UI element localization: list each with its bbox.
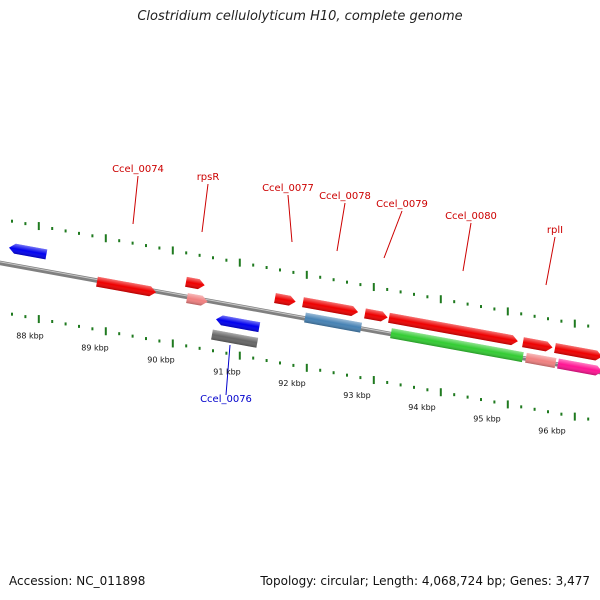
- gene-feature: [186, 293, 208, 306]
- gene-feature: [304, 312, 362, 333]
- label-leader: [462, 222, 472, 272]
- gene-feature: [216, 315, 261, 333]
- scale-label: 89 kbp: [81, 343, 109, 352]
- gene-label: Ccel_0079: [376, 199, 428, 210]
- gene-feature: [274, 293, 296, 306]
- upper-tick-row: [11, 219, 590, 328]
- scale-label: 96 kbp: [538, 426, 566, 435]
- accession-text: Accession: NC_011898: [9, 574, 146, 588]
- gene-feature: [96, 276, 157, 297]
- gene-shade: [302, 297, 359, 317]
- gene-label: rplI: [547, 225, 563, 236]
- scale-label: 94 kbp: [408, 403, 436, 412]
- gene-feature: [557, 358, 600, 376]
- label-leader: [383, 210, 403, 259]
- gene-shade: [554, 343, 600, 361]
- gene-shade: [388, 312, 518, 346]
- gene-shade: [216, 315, 261, 333]
- gene-label: Ccel_0078: [319, 191, 371, 202]
- gene-shade: [390, 328, 524, 363]
- scale-label: 88 kbp: [16, 331, 44, 340]
- gene-shade: [274, 293, 296, 306]
- label-leader: [545, 236, 556, 286]
- gene-feature: [388, 312, 518, 346]
- gene-feature: [522, 337, 553, 352]
- gene-shade: [185, 276, 205, 290]
- gene-shade: [522, 337, 553, 352]
- label-leader: [225, 344, 231, 396]
- label-leader: [132, 175, 139, 225]
- label-leader: [287, 194, 293, 243]
- gene-feature: [211, 329, 259, 348]
- gene-feature: [9, 243, 48, 260]
- gene-shade: [186, 293, 208, 306]
- label-leader: [336, 202, 346, 252]
- gene-label: Ccel_0077: [262, 183, 314, 194]
- scale-label: 92 kbp: [278, 379, 306, 388]
- gene-shade: [304, 312, 362, 333]
- gene-shade: [9, 243, 48, 260]
- label-leader: [201, 183, 209, 233]
- gene-label: rpsR: [197, 172, 220, 183]
- gene-label: Ccel_0076: [200, 394, 252, 405]
- gene-feature: [364, 308, 388, 322]
- scale-labels: 88 kbp 89 kbp 90 kbp 91 kbp 92 kbp 93 kbp 94 k…: [16, 331, 566, 435]
- scale-label: 93 kbp: [343, 391, 371, 400]
- gene-labels: Ccel_0074 rpsR Ccel_0076 Ccel_0077 Ccel_0078…: [112, 164, 563, 405]
- gene-feature: [525, 352, 557, 369]
- gene-feature: [390, 328, 524, 363]
- gene-feature: [554, 343, 600, 361]
- gene-shade: [525, 352, 557, 369]
- gene-feature: [185, 276, 205, 290]
- lower-tick-row: [11, 312, 590, 421]
- gene-feature: [302, 297, 359, 317]
- gene-features: [9, 243, 600, 376]
- gene-shade: [557, 358, 600, 376]
- gene-label-leaders: [132, 175, 556, 396]
- gene-label: Ccel_0080: [445, 211, 497, 222]
- gene-label: Ccel_0074: [112, 164, 164, 175]
- scale-label: 95 kbp: [473, 415, 501, 424]
- gene-shade: [96, 276, 157, 297]
- map-title: Clostridium cellulolyticum H10, complete…: [137, 9, 463, 24]
- scale-label: 91 kbp: [213, 367, 241, 376]
- scale-label: 90 kbp: [147, 355, 175, 364]
- genome-summary-text: Topology: circular; Length: 4,068,724 bp…: [260, 574, 590, 588]
- gene-shade: [364, 308, 388, 322]
- gene-shade: [211, 329, 259, 348]
